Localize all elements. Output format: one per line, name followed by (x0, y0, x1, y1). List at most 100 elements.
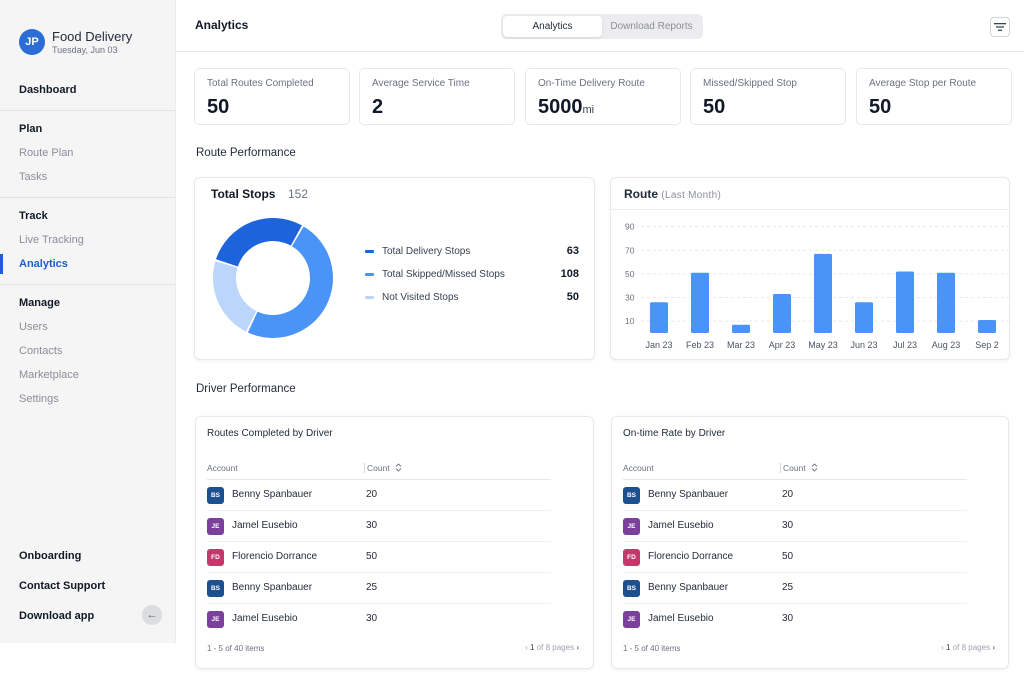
pagination[interactable]: ‹ 1 of 8 pages › (525, 643, 579, 652)
avatar-badge: BS (623, 580, 640, 597)
legend-label: Total Delivery Stops (382, 245, 471, 257)
bar[interactable] (773, 294, 791, 333)
table-footer: 1 - 5 of 40 items ‹ 1 of 8 pages › (207, 643, 579, 653)
column-count[interactable]: Count (780, 463, 818, 473)
tab-download-reports[interactable]: Download Reports (610, 21, 693, 32)
avatar-badge: JE (207, 518, 224, 535)
avatar-badge: JE (623, 611, 640, 628)
chart-header: Route (Last Month) (611, 178, 1009, 210)
x-tick-label: Feb 23 (686, 340, 714, 350)
legend-swatch (365, 249, 374, 253)
bar[interactable] (691, 272, 709, 333)
y-tick-label: 10 (625, 316, 635, 326)
table-row[interactable]: BS Benny Spanbauer 20 (623, 480, 967, 511)
sidebar-item-onboarding[interactable]: Onboarding (19, 550, 82, 562)
pagination[interactable]: ‹ 1 of 8 pages › (941, 643, 995, 652)
table-row[interactable]: BS Benny Spanbauer 25 (207, 573, 551, 604)
sidebar-head-manage: Manage (19, 297, 60, 309)
table-row[interactable]: BS Benny Spanbauer 25 (623, 573, 967, 604)
driver-count: 30 (782, 520, 794, 531)
driver-count: 50 (366, 551, 378, 562)
sidebar-item-download-app[interactable]: Download app ← (0, 604, 176, 634)
sidebar-item-users[interactable]: Users (19, 321, 48, 333)
kpi-label: Total Routes Completed (207, 78, 314, 89)
sidebar-head-plan: Plan (19, 123, 43, 135)
bar[interactable] (855, 302, 873, 333)
table-row[interactable]: BS Benny Spanbauer 20 (207, 480, 551, 511)
sidebar-item-contact-support[interactable]: Contact Support (19, 580, 106, 592)
avatar-badge: BS (623, 487, 640, 504)
kpi-label: On-Time Delivery Route (538, 78, 645, 89)
sidebar-item-marketplace[interactable]: Marketplace (19, 369, 79, 381)
legend-item: Not Visited Stops 50 (365, 290, 579, 304)
legend-label: Total Skipped/Missed Stops (382, 268, 505, 280)
section-title-driver-performance: Driver Performance (196, 383, 296, 395)
table-row[interactable]: JE Jamel Eusebio 30 (623, 604, 967, 635)
sort-icon[interactable] (811, 463, 818, 472)
bar[interactable] (650, 302, 668, 333)
sort-icon[interactable] (395, 463, 402, 472)
avatar-badge: JE (207, 611, 224, 628)
sidebar-item-contacts[interactable]: Contacts (19, 345, 63, 357)
x-tick-label: Jan 23 (645, 340, 672, 350)
table-row[interactable]: JE Jamel Eusebio 30 (207, 511, 551, 542)
table-footer: 1 - 5 of 40 items ‹ 1 of 8 pages › (623, 643, 995, 653)
kpi-value: 2 (372, 96, 384, 118)
total-stops-card: Total Stops 152 Total Delivery Stops 63 … (194, 177, 595, 360)
driver-count: 20 (366, 489, 378, 500)
column-account[interactable]: Account (207, 463, 238, 473)
sidebar-nav: Dashboard Plan Route Plan Tasks Track Li… (0, 72, 176, 419)
bar[interactable] (937, 272, 955, 333)
donut-total: 152 (288, 187, 309, 201)
bar[interactable] (978, 320, 996, 333)
legend-label: Not Visited Stops (382, 291, 459, 303)
driver-count: 25 (782, 582, 794, 593)
sidebar-item-dashboard[interactable]: Dashboard (19, 84, 77, 96)
section-title-route-performance: Route Performance (196, 147, 296, 159)
brand[interactable]: JP Food Delivery Tuesday, Jun 03 (0, 0, 175, 64)
app-date: Tuesday, Jun 03 (52, 44, 118, 55)
driver-count: 30 (366, 613, 378, 624)
driver-name: Jamel Eusebio (232, 613, 298, 624)
filter-button[interactable] (990, 17, 1010, 37)
tab-analytics[interactable]: Analytics (503, 16, 602, 37)
driver-name: Benny Spanbauer (232, 582, 313, 593)
y-tick-label: 70 (625, 245, 635, 255)
table-row[interactable]: FD Florencio Dorrance 50 (623, 542, 967, 573)
table-row[interactable]: FD Florencio Dorrance 50 (207, 542, 551, 573)
x-tick-label: Jul 23 (893, 340, 917, 350)
kpi-card-total-routes: Total Routes Completed 50 (194, 68, 350, 125)
avatar[interactable]: JP (19, 29, 45, 55)
sidebar-item-route-plan[interactable]: Route Plan (19, 147, 74, 159)
legend-item: Total Delivery Stops 63 (365, 244, 579, 258)
bar[interactable] (732, 324, 750, 333)
driver-name: Florencio Dorrance (648, 551, 734, 562)
filter-icon (994, 23, 1006, 31)
avatar-badge: FD (207, 549, 224, 566)
table-row[interactable]: JE Jamel Eusebio 30 (207, 604, 551, 635)
donut-slice (215, 218, 302, 267)
view-tabs: Analytics Download Reports (501, 14, 703, 39)
avatar-badge: BS (207, 580, 224, 597)
kpi-value: 50 (703, 96, 726, 118)
kpi-label: Average Stop per Route (869, 78, 977, 89)
kpi-value: 50 (207, 96, 230, 118)
table-row[interactable]: JE Jamel Eusebio 30 (623, 511, 967, 542)
column-count[interactable]: Count (364, 463, 402, 473)
x-tick-label: May 23 (808, 340, 838, 350)
sidebar-item-live-tracking[interactable]: Live Tracking (19, 234, 84, 246)
sidebar-item-tasks[interactable]: Tasks (19, 171, 48, 183)
items-count: 1 - 5 of 40 items (207, 644, 265, 653)
column-account[interactable]: Account (623, 463, 654, 473)
sidebar-bottom: Onboarding Contact Support Download app … (0, 544, 176, 634)
bar[interactable] (896, 271, 914, 333)
sidebar-head-track: Track (19, 210, 48, 222)
y-tick-label: 30 (625, 293, 635, 303)
sidebar-item-analytics[interactable]: Analytics (0, 252, 176, 276)
kpi-card-on-time-delivery: On-Time Delivery Route 5000mi (525, 68, 681, 125)
sidebar-item-settings[interactable]: Settings (19, 393, 59, 405)
on-time-rate-card: On-time Rate by Driver Account Count BS B… (611, 416, 1009, 669)
bar[interactable] (814, 253, 832, 333)
avatar-badge: BS (207, 487, 224, 504)
collapse-sidebar-icon[interactable]: ← (142, 605, 162, 625)
